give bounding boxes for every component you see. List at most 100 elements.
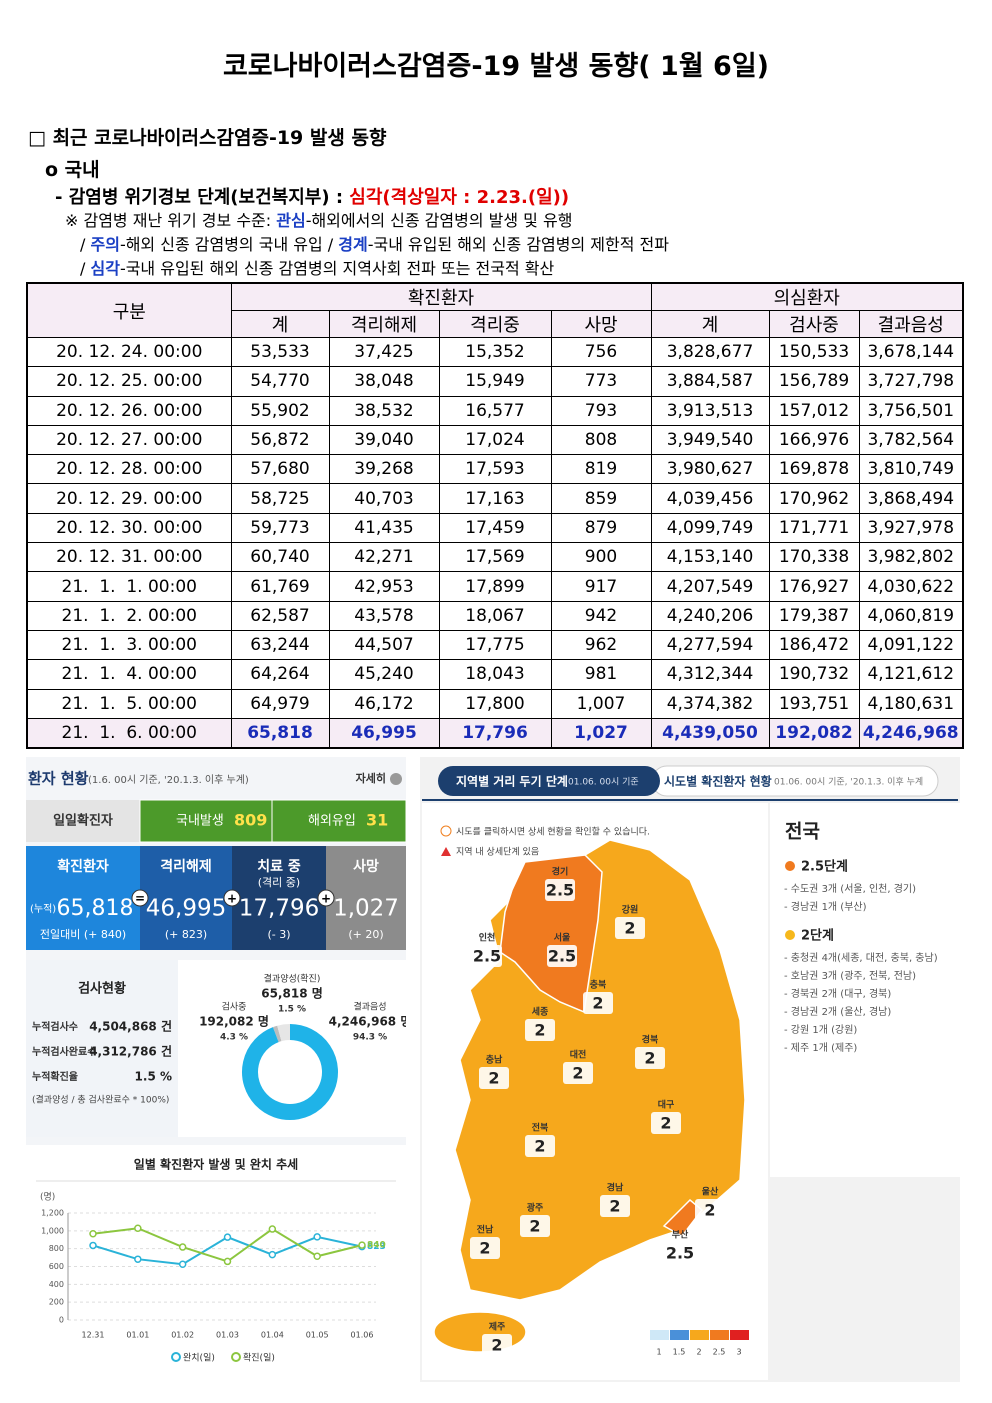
value-cell: 1,027 <box>550 717 652 749</box>
region-name[interactable]: 세종 <box>532 1006 549 1018</box>
note-line: / 주의-해외 신종 감염병의 국내 유입 / 경계-국내 유입된 해외 신종 … <box>80 231 669 255</box>
value-cell: 39,268 <box>328 454 440 485</box>
region-level[interactable]: 2 <box>479 1239 490 1258</box>
corner-cell: 구분 <box>26 282 232 338</box>
region-name[interactable]: 대전 <box>570 1049 587 1061</box>
header-row: 구분 확진환자 의심환자 <box>26 282 964 338</box>
value-cell: 190,732 <box>768 659 860 690</box>
region-level[interactable]: 2 <box>644 1049 655 1068</box>
region-level[interactable]: 2 <box>704 1201 715 1220</box>
value-cell: 65,818 <box>230 717 330 749</box>
point <box>178 1260 187 1269</box>
region-level[interactable]: 2.5 <box>473 947 501 966</box>
legend-label: 완치(일) <box>183 1352 215 1364</box>
region-name[interactable]: 경남 <box>607 1182 624 1194</box>
value-cell: 176,927 <box>768 571 860 602</box>
operator-icon <box>223 889 241 907</box>
tests-title: 검사현황 <box>78 981 126 997</box>
region-shape[interactable] <box>433 1311 527 1353</box>
region-level[interactable]: 2 <box>488 1069 499 1088</box>
alert-label: - 감염병 위기경보 단계(보건복지부) : <box>55 187 350 208</box>
region-name[interactable]: 충북 <box>590 979 607 991</box>
point <box>178 1243 187 1251</box>
value-cell: 900 <box>550 542 652 573</box>
value-cell: 193,751 <box>768 688 860 719</box>
group-label: 2.5단계 <box>801 859 848 875</box>
value-cell: 4,091,122 <box>858 629 964 661</box>
tab[interactable] <box>26 800 140 842</box>
value-cell: 3,810,749 <box>858 454 964 485</box>
value-cell: 171,771 <box>768 512 860 544</box>
region-name[interactable]: 인천 <box>479 933 496 944</box>
region-name[interactable]: 광주 <box>527 1202 544 1214</box>
x-tick-label: 01.02 <box>171 1331 194 1340</box>
card-value: 1,027 <box>333 896 399 922</box>
region-name[interactable]: 부산 <box>672 1229 689 1241</box>
donut-count: 192,082 명 <box>199 1015 269 1029</box>
card-title: 사망 <box>353 858 379 875</box>
date-cell: 20. 12. 27. 00:00 <box>26 424 232 456</box>
point <box>223 1233 232 1241</box>
table-row: 20. 12. 29. 00:00 58,725 40,703 17,163 859 4,… <box>26 483 964 514</box>
point <box>89 1241 97 1250</box>
y-tick-label: 400 <box>49 1280 64 1289</box>
value-cell: 17,800 <box>438 688 552 719</box>
region-name[interactable]: 울산 <box>702 1186 719 1198</box>
point <box>358 1241 366 1249</box>
level-box <box>520 1215 550 1237</box>
column-header: 계 <box>650 310 770 338</box>
value-cell: 4,030,622 <box>858 571 964 602</box>
level-box <box>695 1199 725 1221</box>
legend-label: 확진(일) <box>243 1352 275 1364</box>
region-name[interactable]: 대구 <box>658 1099 675 1111</box>
region-level[interactable]: 2 <box>572 1064 583 1083</box>
group-item: - 충청권 4개(세종, 대전, 충북, 충남) <box>784 952 938 964</box>
value-cell: 962 <box>550 629 652 661</box>
point <box>268 1225 277 1233</box>
tab[interactable] <box>438 766 660 796</box>
value-cell: 59,773 <box>230 512 330 544</box>
region-name[interactable]: 전남 <box>477 1224 494 1236</box>
column-header: 결과음성 <box>858 310 964 338</box>
date-cell: 20. 12. 28. 00:00 <box>26 454 232 485</box>
legend-label: 2.5 <box>713 1348 726 1357</box>
tab-basis: 01.06. 00시 기준 <box>568 777 639 788</box>
level-box <box>563 1062 593 1084</box>
region-shape[interactable] <box>499 854 603 1014</box>
level-box <box>479 1067 509 1089</box>
region-level[interactable]: 2 <box>534 1021 545 1040</box>
card-title: 확진환자 <box>57 858 109 875</box>
column-header: 사망 <box>550 310 652 338</box>
region-level[interactable]: 2 <box>609 1197 620 1216</box>
region-level[interactable]: 2 <box>491 1336 502 1355</box>
tab[interactable] <box>271 799 406 843</box>
region-level[interactable]: 2.5 <box>548 947 576 966</box>
region-name[interactable]: 전북 <box>532 1122 549 1134</box>
region-name[interactable]: 강원 <box>622 904 639 916</box>
value-cell: 17,024 <box>438 424 552 456</box>
value-cell: 58,725 <box>230 483 330 514</box>
table-row: 20. 12. 26. 00:00 55,902 38,532 16,577 793 3,… <box>26 395 964 426</box>
region-name[interactable]: 충남 <box>486 1054 503 1066</box>
region-level[interactable]: 2 <box>529 1217 540 1236</box>
level-box <box>583 992 613 1014</box>
value-cell: 1,007 <box>550 688 652 719</box>
region-name[interactable]: 제주 <box>489 1321 506 1333</box>
region-level[interactable]: 2 <box>624 919 635 938</box>
region-level[interactable]: 2.5 <box>546 881 574 900</box>
region-level[interactable]: 2 <box>534 1137 545 1156</box>
region-name[interactable]: 경북 <box>642 1034 659 1046</box>
summary-area <box>770 803 960 1177</box>
region-level[interactable]: 2 <box>592 994 603 1013</box>
table-row: 21. 1. 3. 00:00 63,244 44,507 17,775 962 4,27… <box>26 629 964 661</box>
region-level[interactable]: 2.5 <box>666 1244 694 1263</box>
level-box <box>525 1019 555 1041</box>
donut-segment <box>277 1024 291 1042</box>
region-level[interactable]: 2 <box>660 1114 671 1133</box>
region-name[interactable]: 경기 <box>552 866 569 878</box>
region-name[interactable]: 서울 <box>554 932 571 944</box>
date-cell: 21. 1. 2. 00:00 <box>26 600 232 631</box>
tab-basis: 01.06. 00시 기준, '20.1.3. 이후 누계 <box>774 776 923 788</box>
more-link[interactable]: 자세히 <box>356 771 386 785</box>
tests-value: 4,504,868 건 <box>89 1019 172 1034</box>
